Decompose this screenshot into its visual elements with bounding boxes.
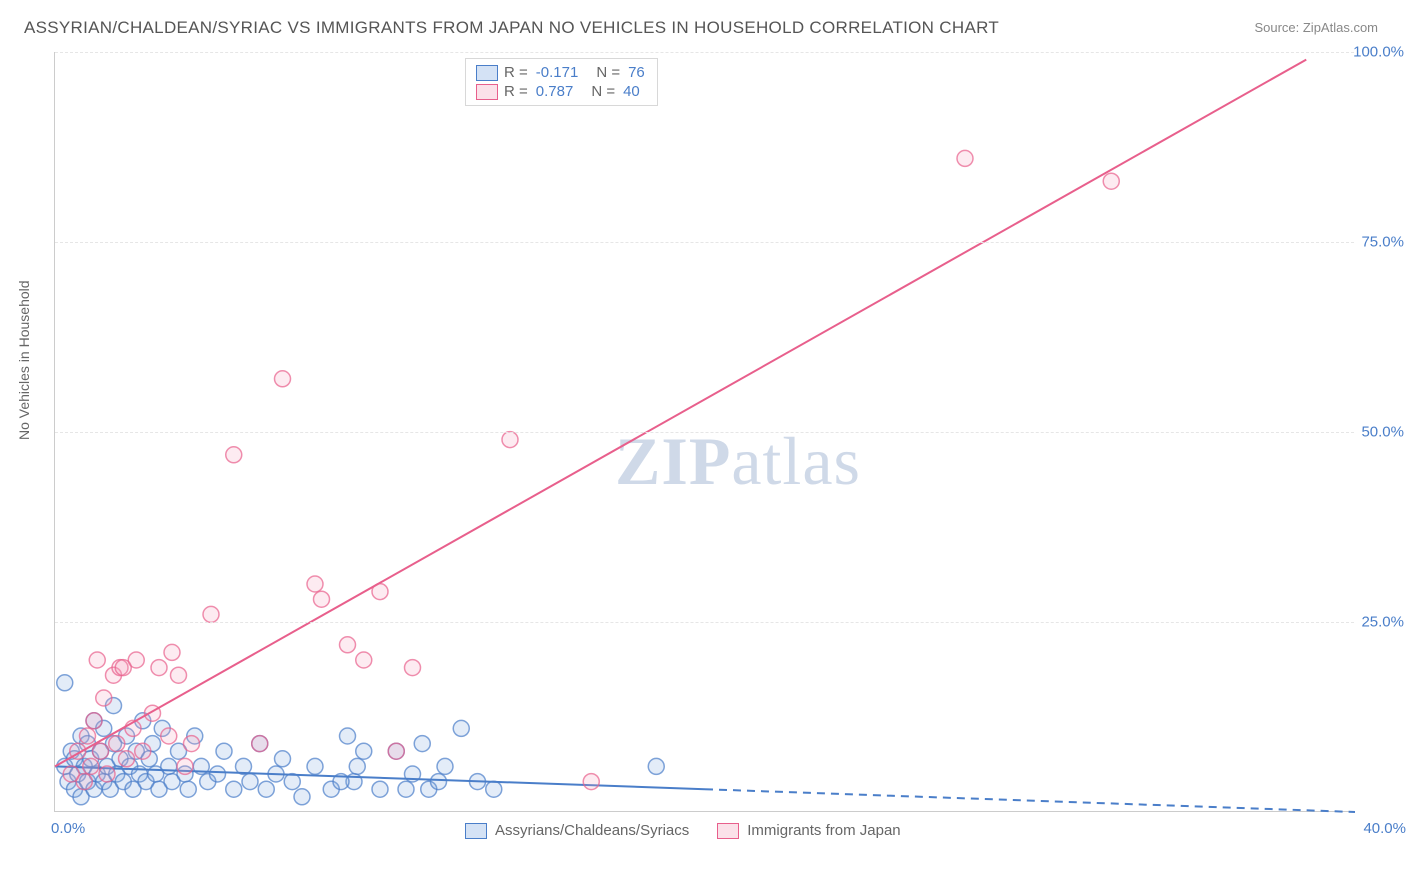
legend-item-japan: Immigrants from Japan xyxy=(717,822,900,839)
y-tick-label: 100.0% xyxy=(1344,44,1404,61)
r-value-japan: 0.787 xyxy=(536,83,574,100)
y-tick-label: 25.0% xyxy=(1344,614,1404,631)
y-tick-label: 75.0% xyxy=(1344,234,1404,251)
source-label: Source: ZipAtlas.com xyxy=(1254,20,1378,35)
n-label: N = xyxy=(591,83,615,100)
stats-row-assyrian: R = -0.171 N = 76 xyxy=(476,63,647,82)
series-legend: Assyrians/Chaldeans/Syriacs Immigrants f… xyxy=(465,822,901,839)
gridline xyxy=(55,52,1354,53)
r-value-assyrian: -0.171 xyxy=(536,64,579,81)
swatch-japan xyxy=(476,84,498,100)
y-axis-label: No Vehicles in Household xyxy=(16,280,32,440)
legend-label-assyrian: Assyrians/Chaldeans/Syriacs xyxy=(495,822,689,839)
chart-title: ASSYRIAN/CHALDEAN/SYRIAC VS IMMIGRANTS F… xyxy=(24,18,999,38)
stats-row-japan: R = 0.787 N = 40 xyxy=(476,82,647,101)
swatch-assyrian-icon xyxy=(465,823,487,839)
legend-item-assyrian: Assyrians/Chaldeans/Syriacs xyxy=(465,822,689,839)
n-value-japan: 40 xyxy=(623,83,640,100)
x-tick-min: 0.0% xyxy=(51,820,85,837)
n-value-assyrian: 76 xyxy=(628,64,645,81)
y-tick-label: 50.0% xyxy=(1344,424,1404,441)
legend-label-japan: Immigrants from Japan xyxy=(747,822,900,839)
n-label: N = xyxy=(596,64,620,81)
r-label: R = xyxy=(504,83,528,100)
chart-area: ZIPatlas R = -0.171 N = 76 R = 0.787 N =… xyxy=(54,52,1354,812)
swatch-japan-icon xyxy=(717,823,739,839)
stats-legend: R = -0.171 N = 76 R = 0.787 N = 40 xyxy=(465,58,658,106)
gridline xyxy=(55,242,1354,243)
gridline xyxy=(55,622,1354,623)
swatch-assyrian xyxy=(476,65,498,81)
r-label: R = xyxy=(504,64,528,81)
gridline xyxy=(55,432,1354,433)
x-tick-max: 40.0% xyxy=(1363,820,1406,837)
